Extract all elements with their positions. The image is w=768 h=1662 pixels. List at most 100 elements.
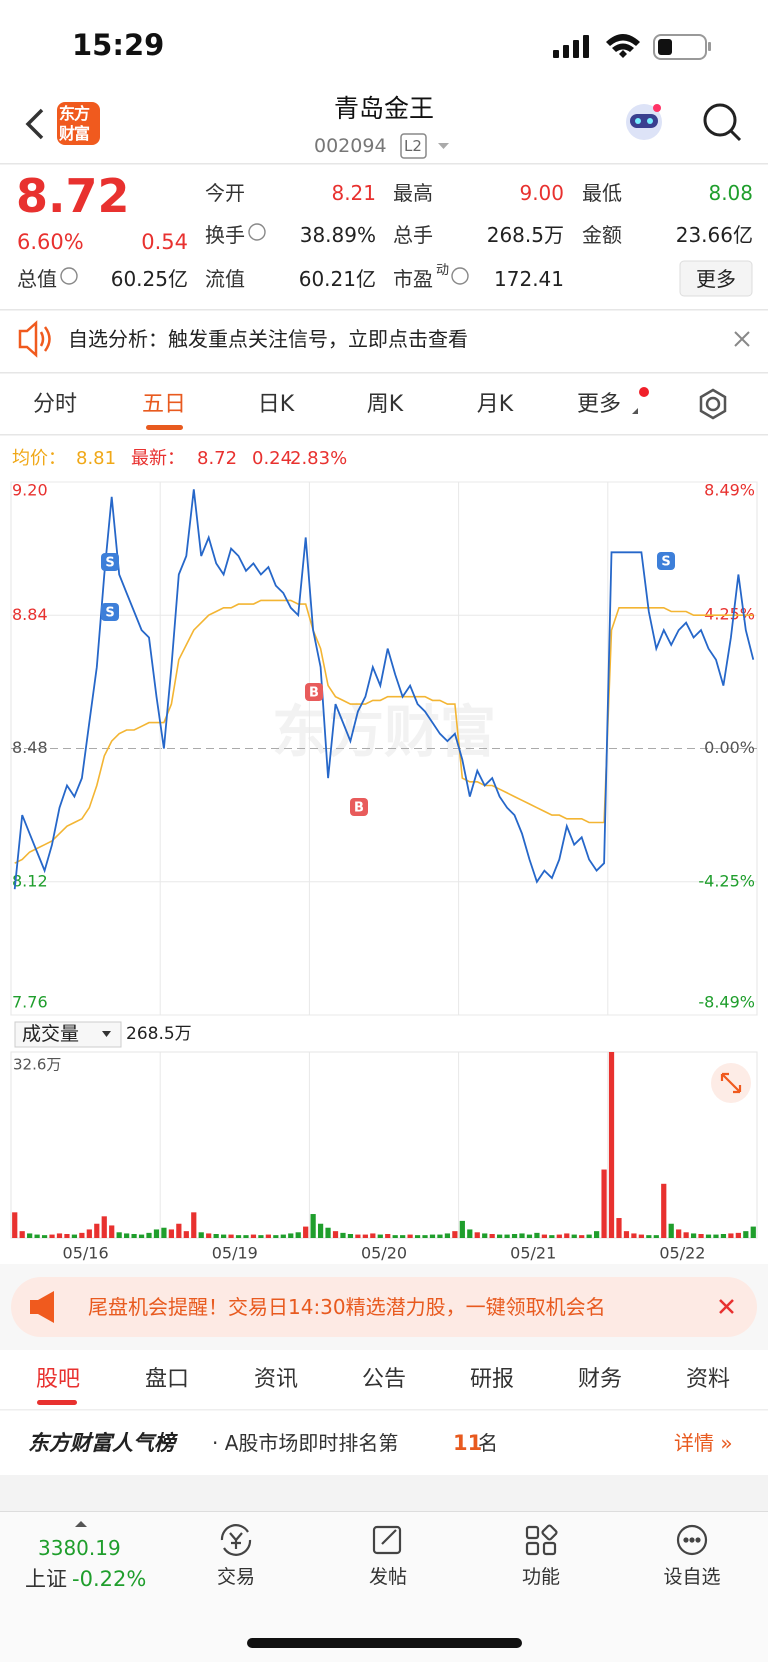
bottom-nav-label[interactable]: 发帖: [368, 1565, 407, 1588]
volume-bar: [370, 1233, 376, 1238]
field-label: 换手: [205, 223, 245, 247]
section-tab[interactable]: 资料: [685, 1366, 730, 1392]
chart-tab[interactable]: 五日: [141, 391, 186, 417]
level-badge: [400, 133, 427, 159]
ranking-suffix: 名: [478, 1431, 498, 1455]
volume-frame: [10, 1051, 758, 1239]
banner-bg[interactable]: [11, 1277, 757, 1337]
back-icon[interactable]: [25, 108, 44, 140]
section-tab[interactable]: 股吧: [35, 1366, 80, 1392]
field-value: 8.21: [331, 181, 376, 205]
index-value[interactable]: 3380.19: [38, 1536, 121, 1560]
banner-text[interactable]: 尾盘机会提醒！交易日14:30精选潜力股，一键领取机会名: [88, 1295, 606, 1319]
settings-icon[interactable]: [699, 388, 727, 420]
y2-tick-label: 0.00%: [704, 738, 755, 757]
more-button[interactable]: 更多: [696, 267, 736, 291]
post-icon[interactable]: [372, 1525, 402, 1555]
section-tab[interactable]: 资讯: [253, 1366, 298, 1392]
chart-tab[interactable]: 月K: [476, 391, 514, 417]
volume-bar: [116, 1232, 122, 1238]
field-label: 总值: [17, 267, 57, 291]
volume-bar: [101, 1216, 107, 1238]
y-tick-label: 8.48: [12, 738, 48, 757]
volume-bar: [64, 1234, 70, 1238]
close-icon[interactable]: [719, 1299, 734, 1314]
assistant-icon[interactable]: [626, 104, 662, 140]
y2-tick-label: -8.49%: [698, 993, 755, 1012]
badge-dot: [639, 387, 649, 397]
divider: [0, 1409, 768, 1411]
volume-bar: [579, 1235, 585, 1238]
trade-marker: [101, 603, 119, 621]
volume-bar: [474, 1232, 480, 1238]
volume-bar: [191, 1212, 197, 1238]
volume-bar: [571, 1234, 577, 1238]
chart-tab[interactable]: 更多: [576, 391, 621, 417]
speaker-icon: [18, 320, 51, 358]
section-tab[interactable]: 财务: [577, 1366, 622, 1392]
volume-bar: [541, 1234, 548, 1238]
x-tick-label: 05/16: [63, 1244, 109, 1263]
trade-marker: [101, 553, 119, 571]
ranking-title: 东方财富人气榜: [28, 1430, 175, 1455]
legend-item: 8.72: [197, 447, 238, 469]
field-value: 60.21亿: [298, 267, 376, 291]
section-tab[interactable]: 盘口: [144, 1366, 189, 1392]
volume-bar: [19, 1231, 25, 1238]
legend-item: 均价：: [12, 447, 66, 469]
volume-bar: [750, 1226, 756, 1238]
chart-tab[interactable]: 日K: [257, 391, 295, 417]
more-button-bg[interactable]: [679, 260, 753, 297]
y2-tick-label: 4.25%: [704, 605, 755, 624]
section-tab[interactable]: 研报: [469, 1366, 514, 1392]
chart-tab[interactable]: 分时: [32, 391, 77, 417]
home-indicator: [247, 1638, 522, 1648]
bottom-nav-label[interactable]: 交易: [216, 1565, 255, 1588]
volume-bar: [683, 1232, 689, 1238]
info-icon: [248, 223, 266, 241]
trade-marker: [305, 683, 323, 701]
volume-selector[interactable]: [14, 1021, 122, 1048]
close-icon[interactable]: [734, 331, 750, 347]
level: L2: [404, 136, 422, 155]
field-value: 268.5万: [486, 223, 564, 247]
volume-bar: [176, 1223, 182, 1238]
expand-icon[interactable]: [711, 1063, 751, 1103]
index-arrow[interactable]: [75, 1521, 87, 1527]
field-value: 23.66亿: [675, 223, 753, 247]
volume-bar: [109, 1225, 115, 1238]
bottom-nav-label[interactable]: 功能: [521, 1565, 560, 1588]
volume-bar: [601, 1169, 607, 1238]
trade-icon[interactable]: [220, 1524, 252, 1556]
volume-bar: [27, 1233, 33, 1238]
y-tick-label: 8.84: [12, 605, 48, 624]
index-name: 上证: [25, 1566, 67, 1591]
volume-bar: [213, 1234, 219, 1238]
volume-bar: [340, 1232, 346, 1238]
volume-bar: [362, 1234, 368, 1238]
bottom-nav-label[interactable]: 设自选: [663, 1565, 721, 1588]
status-time: 15:29: [72, 27, 165, 62]
notice-text[interactable]: 自选分析：触发重点关注信号，立即点击查看: [68, 327, 468, 351]
gap: [0, 1475, 768, 1511]
volume-bar: [429, 1234, 436, 1238]
legend-item: 8.81: [76, 447, 117, 469]
volume-bar: [638, 1234, 644, 1238]
volume-bar: [668, 1223, 674, 1238]
search-icon[interactable]: [703, 103, 742, 142]
megaphone-icon: [30, 1291, 54, 1323]
ranking-link[interactable]: 详情 »: [674, 1431, 733, 1455]
watchlist-icon[interactable]: [676, 1524, 708, 1556]
volume-bar: [317, 1223, 324, 1238]
section-tab[interactable]: 公告: [361, 1366, 406, 1392]
dropdown-arrow[interactable]: [438, 143, 449, 149]
volume-title[interactable]: 成交量: [22, 1022, 80, 1045]
chart-tab[interactable]: 周K: [366, 391, 404, 417]
volume-bar: [534, 1232, 540, 1238]
y-tick-label: 9.20: [12, 481, 48, 500]
divider: [0, 1511, 768, 1512]
function-icon[interactable]: [525, 1524, 558, 1556]
volume-bar: [422, 1235, 428, 1238]
divider: [0, 309, 768, 311]
